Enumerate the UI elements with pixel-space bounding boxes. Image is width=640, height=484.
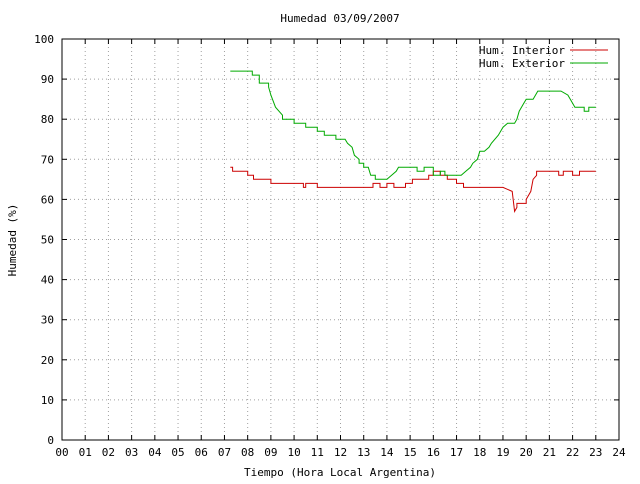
series-layer [230, 70, 596, 213]
x-tick-label: 13 [357, 446, 370, 459]
y-tick-label: 20 [41, 354, 54, 367]
y-tick-label: 50 [41, 234, 54, 247]
y-tick-label: 40 [41, 274, 54, 287]
x-tick-label: 08 [241, 446, 254, 459]
y-tick-label: 90 [41, 73, 54, 86]
y-tick-label: 80 [41, 113, 54, 126]
y-tick-label: 0 [47, 434, 54, 447]
x-tick-label: 07 [218, 446, 231, 459]
grid [62, 39, 619, 440]
x-tick-label: 00 [55, 446, 68, 459]
y-tick-label: 60 [41, 193, 54, 206]
chart-title: Humedad 03/09/2007 [280, 12, 399, 25]
x-tick-label: 11 [311, 446, 324, 459]
x-tick-label: 19 [496, 446, 509, 459]
x-tick-label: 10 [287, 446, 300, 459]
x-axis-ticks: 00 01 02 03 04 05 06 07 08 09 10 11 12 13 14 15 16 17 18 19… [55, 39, 626, 459]
x-tick-label: 23 [589, 446, 602, 459]
x-tick-label: 20 [520, 446, 533, 459]
x-tick-label: 09 [264, 446, 277, 459]
y-tick-label: 100 [34, 33, 54, 46]
y-tick-label: 10 [41, 394, 54, 407]
x-tick-label: 15 [404, 446, 417, 459]
x-tick-label: 06 [195, 446, 208, 459]
x-axis-label: Tiempo (Hora Local Argentina) [244, 466, 436, 479]
series-line-interior [230, 166, 596, 213]
x-tick-label: 12 [334, 446, 347, 459]
y-axis-label: Humedad (%) [6, 204, 19, 277]
x-tick-label: 05 [171, 446, 184, 459]
x-tick-label: 21 [543, 446, 556, 459]
x-tick-label: 24 [612, 446, 626, 459]
y-axis-ticks: 0 10 20 30 40 50 60 70 80 90 100 [34, 33, 619, 447]
x-tick-label: 16 [427, 446, 440, 459]
series-line-exterior [230, 70, 596, 180]
x-tick-label: 02 [102, 446, 115, 459]
x-tick-label: 22 [566, 446, 579, 459]
x-tick-label: 03 [125, 446, 138, 459]
x-tick-label: 14 [380, 446, 394, 459]
x-tick-label: 18 [473, 446, 486, 459]
x-tick-label: 17 [450, 446, 463, 459]
y-tick-label: 30 [41, 314, 54, 327]
x-tick-label: 01 [79, 446, 92, 459]
x-tick-label: 04 [148, 446, 162, 459]
y-tick-label: 70 [41, 153, 54, 166]
legend-label: Hum. Interior [479, 44, 565, 57]
legend-label: Hum. Exterior [479, 57, 565, 70]
